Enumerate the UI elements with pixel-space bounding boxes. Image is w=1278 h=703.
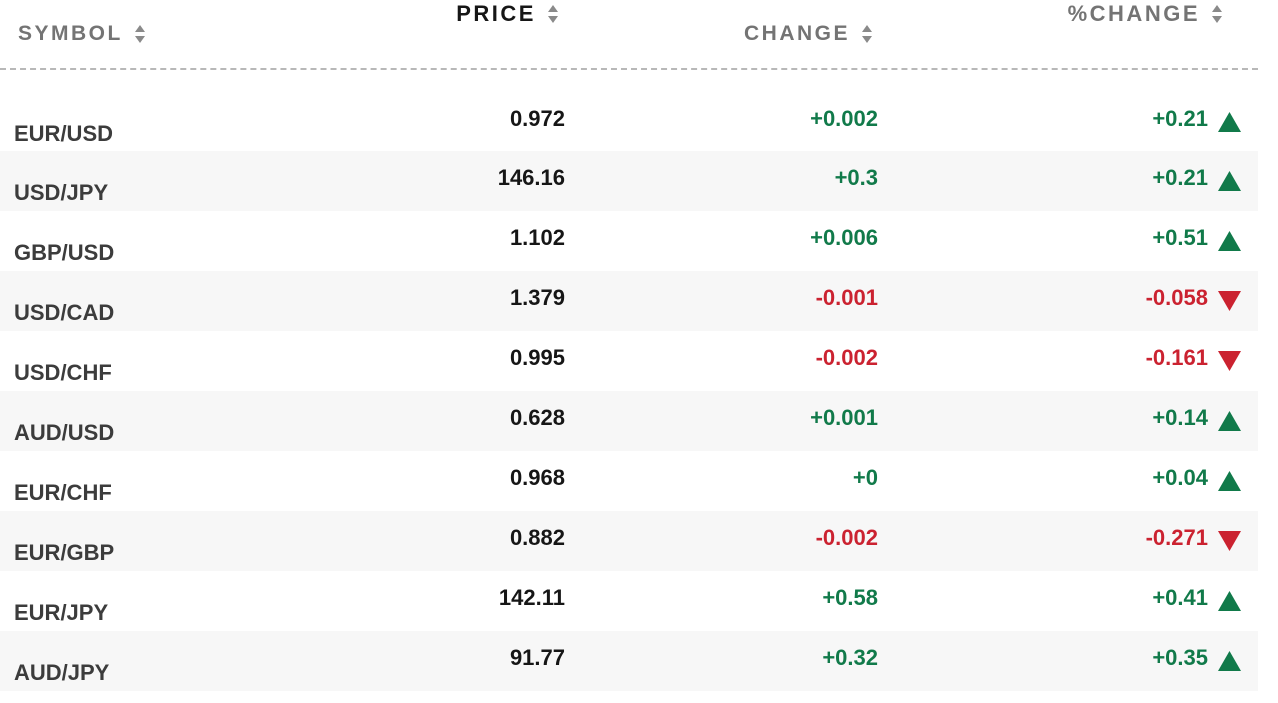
- arrow-down-icon: [1217, 331, 1242, 391]
- pct-change-value: +0.35: [1152, 645, 1208, 670]
- change-value: +0.002: [810, 105, 878, 131]
- arrow-up-icon: [1217, 631, 1242, 691]
- sort-by-pct-change-header[interactable]: %CHANGE: [1068, 0, 1222, 31]
- pct-change-value: -0.161: [1145, 345, 1208, 370]
- change-value: -0.002: [815, 345, 878, 370]
- symbol-link[interactable]: GBP/USD: [14, 240, 115, 265]
- symbol-link[interactable]: EUR/JPY: [14, 600, 109, 625]
- price-value: 1.379: [509, 285, 565, 310]
- arrow-up-icon: [1217, 451, 1242, 511]
- price-header-label: PRICE: [456, 1, 536, 26]
- arrow-up-icon: [1217, 151, 1242, 211]
- sort-icon: [548, 2, 558, 26]
- table-row[interactable]: EUR/JPY 142.11 +0.58 +0.41: [0, 571, 1258, 631]
- table-row[interactable]: EUR/CHF 0.968 +0 +0.04: [0, 451, 1258, 511]
- change-value: +0.006: [810, 225, 878, 250]
- change-value: +0.58: [822, 585, 878, 610]
- pct-change-value: +0.04: [1152, 465, 1208, 490]
- price-value: 0.972: [509, 105, 565, 131]
- price-value: 0.628: [509, 405, 565, 430]
- pct-change-value: +0.21: [1152, 105, 1208, 131]
- symbol-link[interactable]: USD/JPY: [14, 180, 109, 205]
- change-value: +0.3: [834, 165, 878, 190]
- price-value: 0.968: [509, 465, 565, 490]
- table-row[interactable]: USD/CHF 0.995 -0.002 -0.161: [0, 331, 1258, 391]
- arrow-up-icon: [1217, 211, 1242, 271]
- change-value: -0.001: [815, 285, 878, 310]
- symbol-link[interactable]: AUD/JPY: [14, 660, 110, 685]
- price-value: 0.882: [509, 525, 565, 550]
- change-value: +0: [852, 465, 878, 490]
- pct-change-value: +0.14: [1152, 405, 1208, 430]
- pct-change-value: +0.51: [1152, 225, 1208, 250]
- change-value: -0.002: [815, 525, 878, 550]
- price-value: 0.995: [509, 345, 565, 370]
- symbol-link[interactable]: USD/CAD: [14, 300, 115, 325]
- pct-change-value: +0.41: [1152, 585, 1208, 610]
- arrow-up-icon: [1217, 571, 1242, 631]
- price-value: 1.102: [509, 225, 565, 250]
- table-row[interactable]: EUR/USD 0.972 +0.002 +0.21: [0, 92, 1258, 151]
- sort-icon: [134, 22, 145, 46]
- table-header: SYMBOL PRICE CHANGE %CHANGE: [0, 0, 1258, 70]
- table-row[interactable]: EUR/GBP 0.882 -0.002 -0.271: [0, 511, 1258, 571]
- table-row[interactable]: AUD/USD 0.628 +0.001 +0.14: [0, 391, 1258, 451]
- table-row[interactable]: GBP/USD 1.102 +0.006 +0.51: [0, 211, 1258, 271]
- symbol-link[interactable]: EUR/CHF: [14, 480, 112, 505]
- arrow-down-icon: [1217, 271, 1242, 331]
- symbol-link[interactable]: USD/CHF: [14, 360, 112, 385]
- pct-change-value: +0.21: [1152, 165, 1208, 190]
- price-value: 146.16: [497, 165, 565, 190]
- arrow-down-icon: [1217, 511, 1242, 571]
- arrow-up-icon: [1217, 92, 1242, 151]
- sort-icon: [862, 22, 872, 46]
- price-value: 142.11: [498, 585, 565, 610]
- sort-by-price-header[interactable]: PRICE: [456, 0, 558, 31]
- symbol-link[interactable]: EUR/GBP: [14, 540, 115, 565]
- symbol-link[interactable]: AUD/USD: [14, 420, 115, 445]
- table-row[interactable]: USD/JPY 146.16 +0.3 +0.21: [0, 151, 1258, 211]
- pct-change-value: -0.271: [1145, 525, 1208, 550]
- table-body: EUR/USD 0.972 +0.002 +0.21 USD/JPY 146.16 +0.3…: [0, 92, 1258, 691]
- sort-by-symbol-header[interactable]: SYMBOL: [18, 17, 145, 51]
- table-row[interactable]: USD/CAD 1.379 -0.001 -0.058: [0, 271, 1258, 331]
- change-value: +0.001: [810, 405, 878, 430]
- table-row[interactable]: AUD/JPY 91.77 +0.32 +0.35: [0, 631, 1258, 691]
- sort-icon: [1212, 2, 1222, 26]
- change-value: +0.32: [822, 645, 878, 670]
- pct-change-header-label: %CHANGE: [1067, 1, 1200, 26]
- price-value: 91.77: [509, 645, 565, 670]
- change-header-label: CHANGE: [743, 22, 850, 45]
- arrow-up-icon: [1217, 391, 1242, 451]
- sort-by-change-header[interactable]: CHANGE: [744, 17, 872, 51]
- pct-change-value: -0.058: [1145, 285, 1208, 310]
- symbol-link[interactable]: EUR/USD: [14, 120, 114, 146]
- symbol-header-label: SYMBOL: [18, 22, 123, 45]
